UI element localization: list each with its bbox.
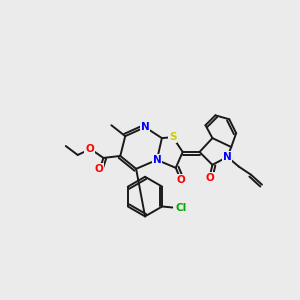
Text: O: O — [176, 175, 185, 185]
Text: O: O — [94, 164, 103, 174]
Text: O: O — [85, 144, 94, 154]
Text: Cl: Cl — [175, 203, 186, 214]
Text: N: N — [153, 155, 161, 165]
Text: N: N — [223, 152, 232, 162]
Text: N: N — [141, 122, 149, 132]
Text: O: O — [205, 173, 214, 183]
Text: S: S — [169, 132, 176, 142]
